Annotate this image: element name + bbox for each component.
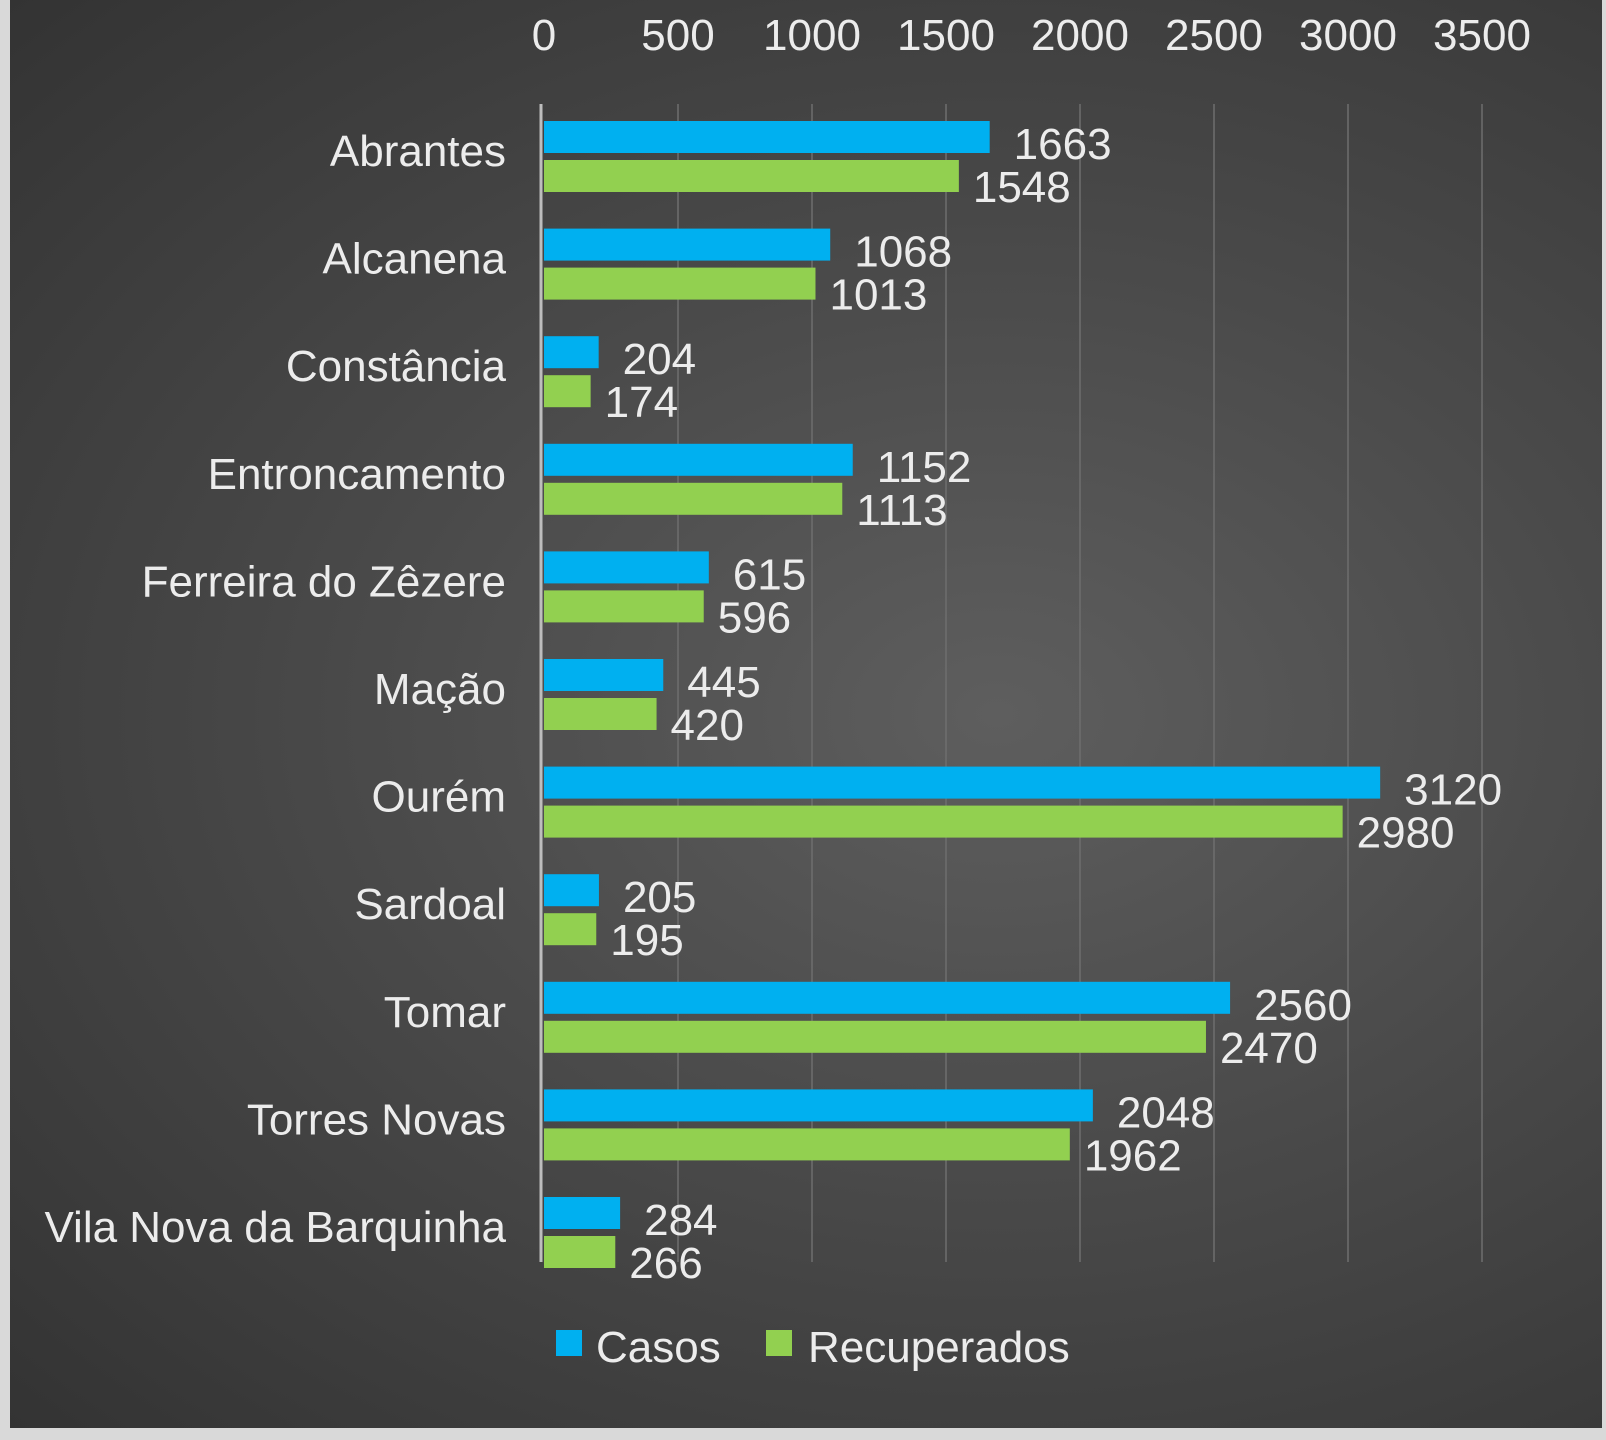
bars (544, 121, 1381, 1268)
x-axis-ticks: 0 500 1000 1500 2000 2500 3000 3500 (532, 11, 1531, 60)
legend: Casos Recuperados (556, 1323, 1070, 1372)
bar-recuperados (544, 698, 657, 730)
category-label: Mação (374, 665, 506, 714)
bar-casos (544, 121, 990, 153)
data-label-casos: 2560 (1254, 981, 1352, 1030)
data-label-recuperados: 420 (671, 701, 744, 750)
data-label-recuperados: 174 (605, 378, 678, 427)
data-label-casos: 1663 (1014, 120, 1112, 169)
bar-recuperados (544, 805, 1343, 838)
legend-label: Recuperados (808, 1323, 1070, 1372)
bar-casos (544, 443, 853, 476)
bar-casos (544, 228, 831, 261)
category-label: Entroncamento (208, 450, 506, 499)
data-label-casos: 3120 (1404, 766, 1502, 815)
data-label-recuperados: 1548 (973, 163, 1071, 212)
legend-swatch (766, 1330, 792, 1356)
category-labels: Abrantes Alcanena Constância Entroncamento F… (44, 127, 506, 1252)
category-label: Constância (286, 342, 507, 391)
data-label-recuperados: 1113 (856, 486, 947, 535)
bar-recuperados (544, 1128, 1070, 1161)
legend-swatch (556, 1330, 582, 1356)
bar-recuperados (544, 1020, 1206, 1053)
data-label-recuperados: 1962 (1084, 1131, 1182, 1180)
bar-casos (544, 874, 599, 907)
legend-label: Casos (596, 1323, 721, 1372)
data-label-recuperados: 1013 (829, 271, 927, 320)
x-tick-label: 1000 (763, 11, 861, 60)
data-label-casos: 1068 (854, 228, 952, 277)
category-label: Alcanena (323, 235, 507, 284)
bar-casos (544, 551, 709, 584)
data-label-casos: 205 (623, 873, 696, 922)
bar-recuperados (544, 375, 591, 408)
x-tick-label: 2500 (1165, 11, 1263, 60)
x-tick-label: 3500 (1433, 11, 1531, 60)
data-label-recuperados: 596 (718, 593, 791, 642)
x-tick-label: 500 (641, 11, 714, 60)
data-label-casos: 204 (623, 335, 696, 384)
category-label: Ferreira do Zêzere (142, 557, 506, 606)
x-tick-label: 2000 (1031, 11, 1129, 60)
bar-casos (544, 336, 599, 369)
x-tick-label: 1500 (897, 11, 995, 60)
data-label-recuperados: 195 (610, 916, 683, 965)
bar-recuperados (544, 267, 816, 300)
category-label: Sardoal (354, 880, 506, 929)
bar-recuperados (544, 1236, 616, 1268)
bar-casos (544, 1197, 621, 1229)
bar-recuperados (544, 160, 959, 192)
bar-recuperados (544, 913, 597, 946)
bar-casos (544, 981, 1231, 1014)
data-label-casos: 615 (733, 550, 806, 599)
category-label: Torres Novas (247, 1095, 506, 1144)
category-label: Vila Nova da Barquinha (44, 1203, 506, 1252)
bar-casos (544, 766, 1381, 799)
category-label: Tomar (384, 988, 506, 1037)
x-tick-label: 3000 (1299, 11, 1397, 60)
data-label-casos: 1152 (877, 443, 972, 492)
data-label-recuperados: 2470 (1220, 1024, 1318, 1073)
x-tick-label: 0 (532, 11, 556, 60)
chart-area: 0 500 1000 1500 2000 2500 3000 3500 Abrantes Alc… (10, 0, 1602, 1428)
data-label-recuperados: 2980 (1357, 809, 1455, 858)
bar-recuperados (544, 482, 843, 515)
data-label-casos: 284 (644, 1196, 717, 1245)
bar-recuperados (544, 590, 704, 623)
category-label: Abrantes (330, 127, 506, 176)
bar-chart: 0 500 1000 1500 2000 2500 3000 3500 Abrantes Alc… (44, 11, 1531, 1372)
bar-casos (544, 659, 664, 691)
data-label-casos: 445 (687, 658, 760, 707)
bar-casos (544, 1089, 1093, 1122)
data-label-casos: 2048 (1117, 1088, 1215, 1137)
data-label-recuperados: 266 (629, 1239, 702, 1288)
category-label: Ourém (372, 773, 506, 822)
